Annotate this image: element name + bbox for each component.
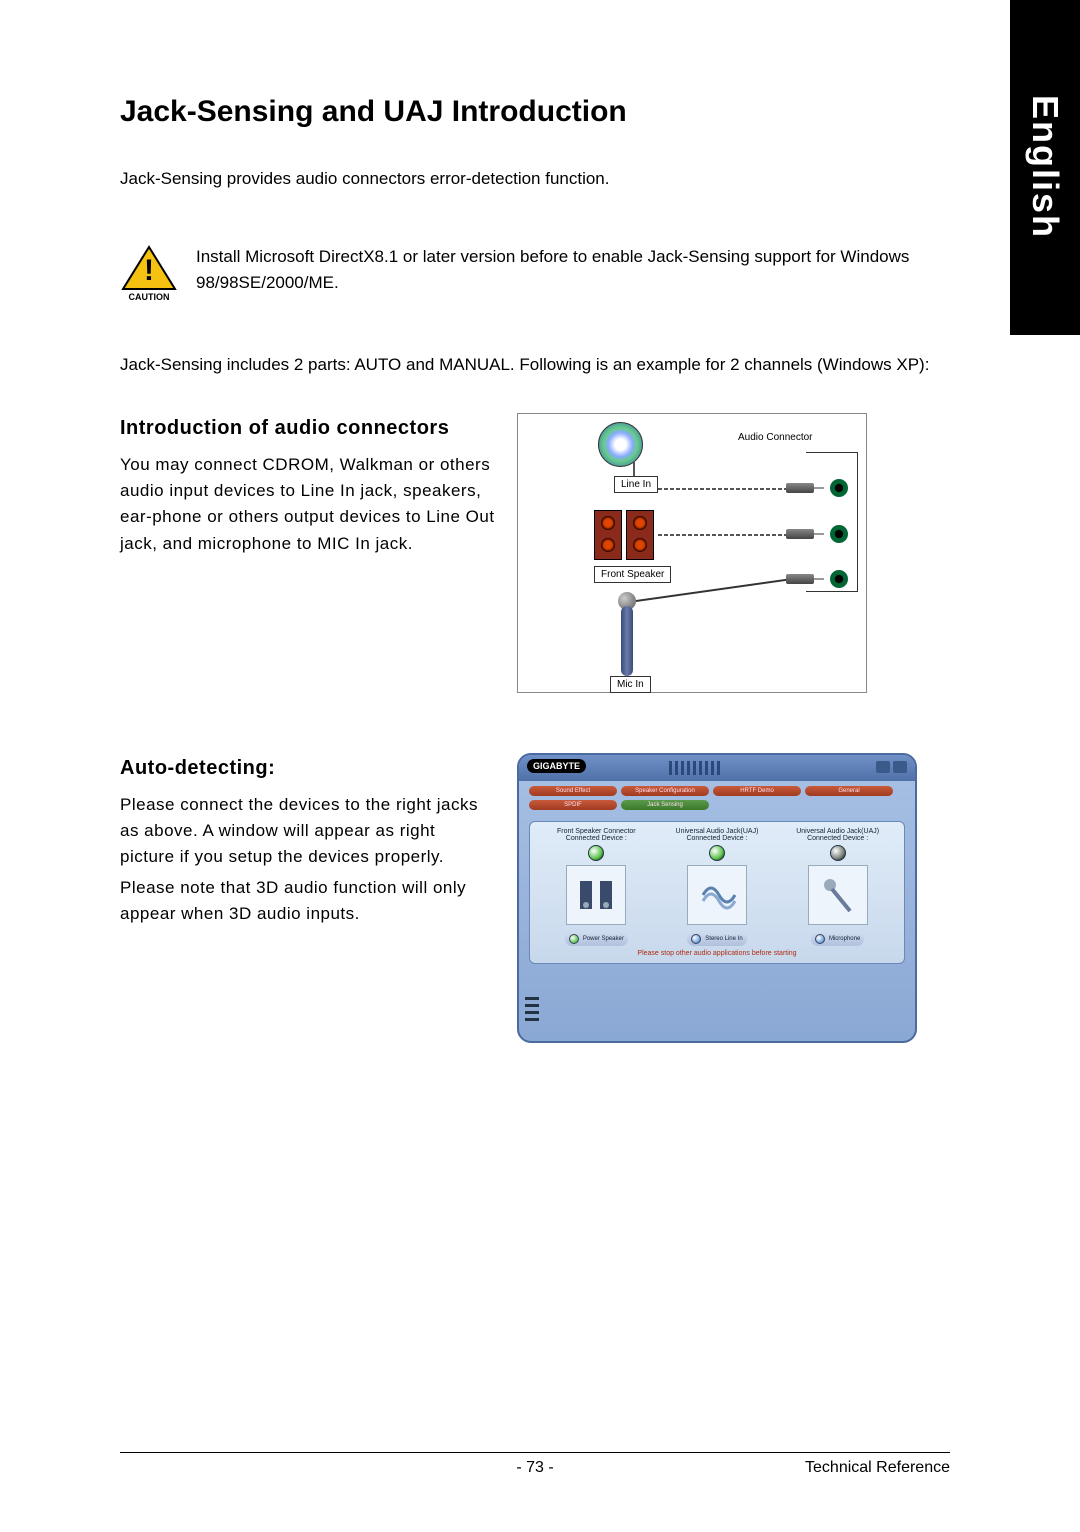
speaker-icon [626, 510, 654, 560]
equalizer-icon [525, 997, 539, 1021]
tab-sound-effect[interactable]: Sound Effect [529, 786, 617, 796]
connector-panel: Front Speaker Connector Connected Device… [529, 821, 905, 964]
window-titlebar: GIGABYTE [519, 755, 915, 781]
tab-speaker-config[interactable]: Speaker Configuration [621, 786, 709, 796]
intro-paragraph: Jack-Sensing provides audio connectors e… [120, 169, 720, 189]
tab-spdif[interactable]: SPDIF [529, 800, 617, 810]
jack-lineout [830, 525, 848, 543]
section2-text1: Please connect the devices to the right … [120, 792, 495, 871]
page-number: - 73 - [120, 1459, 950, 1477]
status-led [830, 845, 846, 861]
window-buttons[interactable] [876, 761, 907, 773]
device-linein-icon [687, 865, 747, 925]
svg-text:CAUTION: CAUTION [129, 292, 170, 302]
jack-micin [830, 570, 848, 588]
warning-text: Please stop other audio applications bef… [536, 950, 898, 957]
page-footer: - 73 - Technical Reference [120, 1452, 950, 1477]
brand-logo: GIGABYTE [527, 759, 586, 773]
section1-title: Introduction of audio connectors [120, 413, 495, 444]
connector-uaj-2: Universal Audio Jack(UAJ) Connected Devi… [783, 828, 893, 946]
front-speaker-label: Front Speaker [594, 566, 671, 583]
section1-text: You may connect CDROM, Walkman or others… [120, 452, 495, 557]
line-in-label: Line In [614, 476, 658, 493]
caution-text: Install Microsoft DirectX8.1 or later ve… [196, 244, 950, 307]
tab-jack-sensing[interactable]: Jack Sensing [621, 800, 709, 810]
language-label: English [1024, 95, 1066, 239]
audio-connector-label: Audio Connector [738, 432, 813, 443]
connector-uaj-1: Universal Audio Jack(UAJ) Connected Devi… [662, 828, 772, 946]
section2-text2: Please note that 3D audio function will … [120, 875, 495, 928]
language-side-tab: English [1010, 0, 1080, 335]
titlebar-grip [669, 761, 720, 775]
page-title: Jack-Sensing and UAJ Introduction [120, 95, 950, 129]
mic-in-label: Mic In [610, 676, 651, 693]
page-content: Jack-Sensing and UAJ Introduction Jack-S… [120, 95, 950, 1103]
speaker-icon [594, 510, 622, 560]
device-speaker-icon [566, 865, 626, 925]
body-paragraph: Jack-Sensing includes 2 parts: AUTO and … [120, 352, 950, 378]
device-mic-icon [808, 865, 868, 925]
software-window: GIGABYTE Sound Effect Speaker Configurat… [517, 753, 917, 1043]
tab-general[interactable]: General [805, 786, 893, 796]
plug-icon [786, 574, 814, 584]
tab-hrtf[interactable]: HRTF Demo [713, 786, 801, 796]
section-audio-connectors: Introduction of audio connectors You may… [120, 413, 950, 693]
jack-bracket [806, 452, 858, 592]
audio-diagram: Audio Connector Line In Front Spea [517, 413, 867, 693]
plug-icon [786, 483, 814, 493]
section2-title: Auto-detecting: [120, 753, 495, 784]
cd-icon [598, 422, 643, 467]
jack-linein [830, 479, 848, 497]
plug-icon [786, 529, 814, 539]
svg-text:!: ! [144, 254, 154, 287]
caution-icon: ! CAUTION [120, 244, 178, 307]
section-auto-detecting: Auto-detecting: Please connect the devic… [120, 753, 950, 1043]
status-led [588, 845, 604, 861]
connector-front-speaker: Front Speaker Connector Connected Device… [541, 828, 651, 946]
tab-bar: Sound Effect Speaker Configuration HRTF … [519, 781, 915, 815]
caution-block: ! CAUTION Install Microsoft DirectX8.1 o… [120, 244, 950, 307]
status-led [709, 845, 725, 861]
